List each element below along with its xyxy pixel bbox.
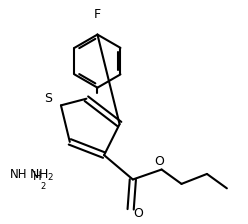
- Text: O: O: [155, 155, 164, 168]
- Text: S: S: [44, 92, 52, 105]
- Text: 2: 2: [40, 182, 45, 191]
- Text: $\mathregular{NH_2}$: $\mathregular{NH_2}$: [30, 168, 55, 183]
- Text: H: H: [33, 170, 42, 183]
- Text: O: O: [133, 207, 143, 220]
- Text: NH: NH: [10, 168, 27, 181]
- Text: F: F: [94, 8, 101, 21]
